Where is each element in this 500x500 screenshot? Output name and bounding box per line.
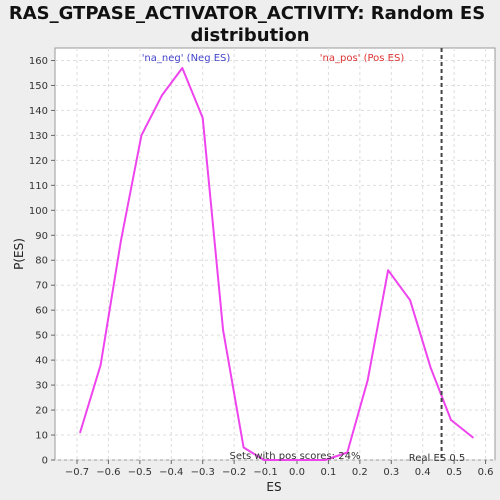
x-tick-label: −0.7	[65, 467, 89, 478]
y-tick-label: 150	[29, 81, 48, 92]
y-tick-label: 130	[29, 131, 48, 142]
chart-title-line1: RAS_GTPASE_ACTIVATOR_ACTIVITY: Random ES	[9, 3, 485, 24]
plot-area	[54, 47, 496, 461]
data-point	[99, 364, 102, 366]
y-tick-label: 120	[29, 156, 48, 167]
data-point	[450, 419, 452, 421]
data-point	[304, 459, 306, 461]
data-point	[324, 459, 327, 461]
data-point	[161, 94, 163, 97]
y-tick-label: 110	[29, 181, 48, 192]
pos-scores-text: Sets with pos scores: 24%	[230, 451, 361, 462]
y-tick-label: 140	[29, 106, 48, 117]
y-tick-label: 90	[35, 231, 48, 242]
x-axis-label: ES	[266, 480, 281, 494]
data-point	[181, 67, 184, 69]
y-tick-label: 40	[35, 356, 48, 367]
chart-title-line2: distribution	[190, 25, 309, 46]
data-point	[79, 431, 81, 434]
x-tick-label: −0.3	[191, 467, 215, 478]
y-axis-label: P(ES)	[12, 238, 26, 270]
y-tick-label: 60	[35, 306, 48, 317]
y-tick-label: 20	[35, 406, 48, 417]
y-tick-label: 70	[35, 281, 48, 292]
data-point	[263, 459, 265, 461]
x-tick-label: 0.3	[383, 467, 399, 478]
y-tick-label: 30	[35, 381, 48, 392]
data-point	[409, 299, 411, 301]
y-tick-label: 0	[42, 456, 48, 467]
y-axis-ticks: 0 10 20 30 40 50 60 70 80 90 100 110 120 130 140 150 160	[29, 56, 55, 467]
x-tick-label: 0.4	[415, 467, 431, 478]
data-point	[346, 451, 349, 454]
x-tick-label: −0.6	[96, 467, 120, 478]
grid-lines	[55, 48, 495, 461]
series-line	[79, 67, 474, 461]
data-point	[242, 446, 245, 449]
real-es-label: Real ES 0.5	[409, 453, 465, 464]
y-tick-label: 160	[29, 56, 48, 67]
x-tick-label: 0.5	[446, 467, 462, 478]
data-point	[120, 239, 122, 242]
x-tick-label: −0.1	[253, 467, 277, 478]
x-tick-label: 0.2	[352, 467, 368, 478]
data-point	[140, 134, 143, 137]
x-tick-label: −0.5	[128, 467, 152, 478]
x-tick-label: 0.1	[320, 467, 336, 478]
neg-es-label: 'na_neg' (Neg ES)	[142, 53, 231, 64]
data-point	[201, 117, 204, 119]
pos-es-label: 'na_pos' (Pos ES)	[320, 53, 405, 64]
x-axis-ticks: −0.7 −0.6 −0.5 −0.4 −0.3 −0.2 −0.1 0.0 0.1 0.2 0.3…	[65, 460, 494, 478]
data-point	[472, 436, 474, 439]
y-tick-label: 80	[35, 256, 48, 267]
x-tick-label: 0.0	[289, 467, 305, 478]
data-point	[387, 269, 389, 272]
x-tick-label: −0.2	[222, 467, 246, 478]
series-points	[79, 67, 474, 461]
data-point	[283, 459, 286, 461]
x-tick-label: 0.6	[478, 467, 494, 478]
x-tick-label: −0.4	[159, 467, 183, 478]
y-tick-label: 100	[29, 206, 48, 217]
data-point	[222, 329, 224, 331]
y-tick-label: 50	[35, 331, 48, 342]
y-tick-label: 10	[35, 431, 48, 442]
data-point	[429, 366, 432, 369]
data-point	[366, 379, 369, 381]
